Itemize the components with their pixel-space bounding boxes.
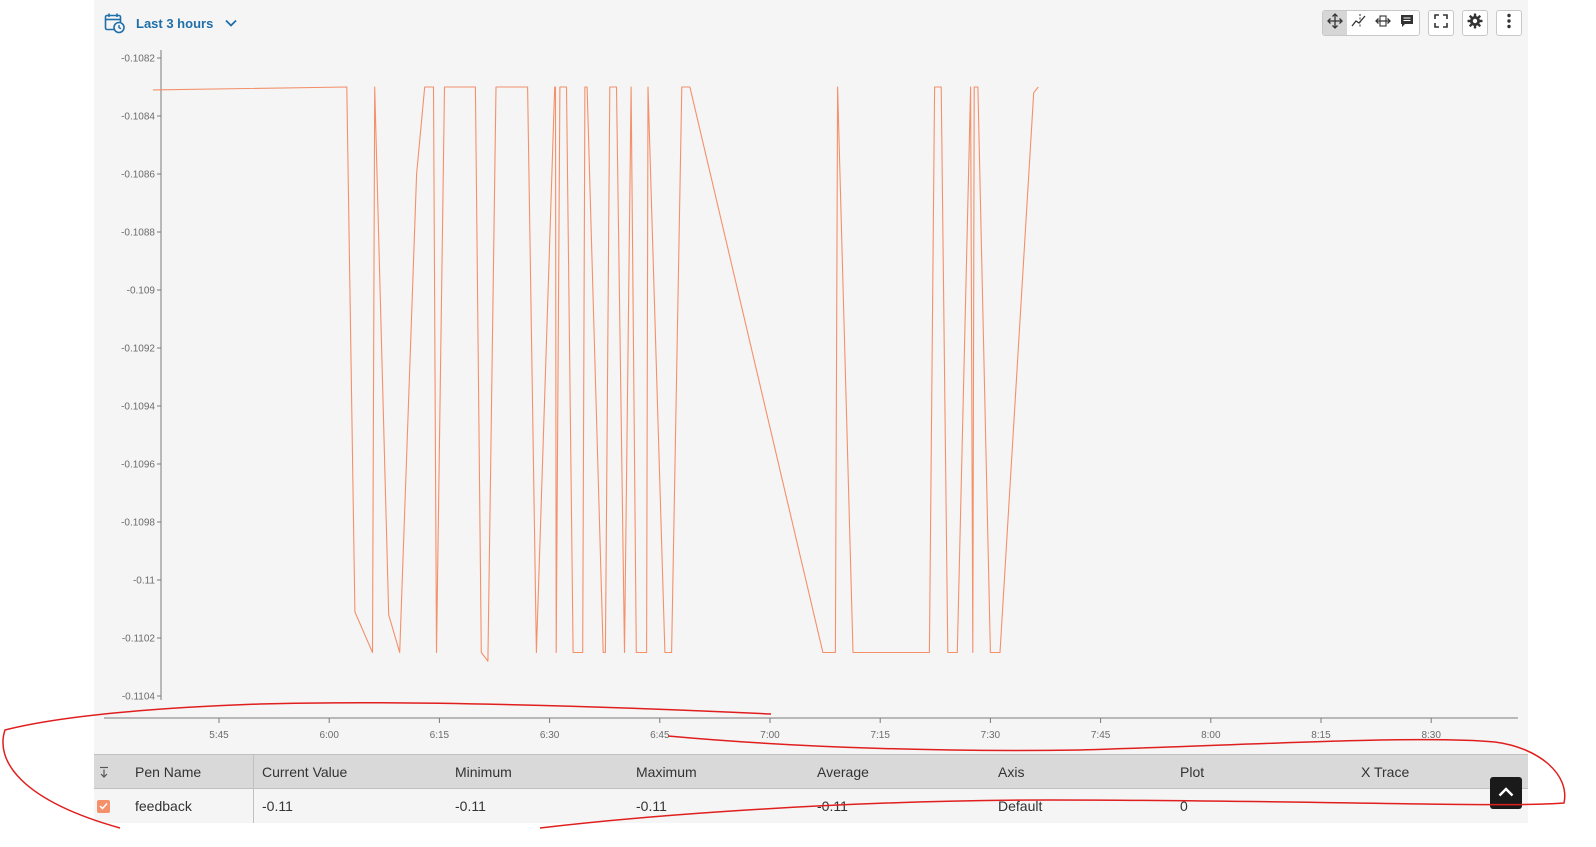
series-line-feedback[interactable] — [152, 86, 1039, 662]
settings-button[interactable] — [1462, 10, 1488, 36]
x-tick-label: 8:00 — [1201, 730, 1221, 741]
y-tick-label: -0.11 — [133, 576, 155, 587]
pan-tool-button[interactable] — [1323, 11, 1347, 35]
average-cell: -0.11 — [817, 798, 848, 814]
pen-name-cell: feedback — [135, 798, 192, 814]
column-separator — [253, 789, 254, 823]
x-tick-label: 6:15 — [430, 730, 450, 741]
x-tick-label: 7:15 — [870, 730, 890, 741]
maximum-cell: -0.11 — [636, 798, 667, 814]
pen-visible-checkbox[interactable] — [97, 789, 110, 823]
more-vertical-icon — [1507, 13, 1511, 34]
col-header-axis[interactable]: Axis — [998, 763, 1025, 780]
x-tick-label: 6:45 — [650, 730, 670, 741]
x-axis: 5:45 6:00 6:15 6:30 6:45 7:00 7:15 7:30 7:45 8:00… — [104, 717, 1518, 741]
fullscreen-button[interactable] — [1428, 10, 1454, 36]
y-tick-label: -0.1096 — [121, 460, 155, 471]
x-tick-label: 7:30 — [981, 730, 1001, 741]
y-tick-label: -0.1084 — [121, 112, 155, 123]
x-tick-label: 7:00 — [760, 730, 780, 741]
trend-chart[interactable]: -0.1082 -0.1084 -0.1086 -0.1088 -0.109 -0.109… — [0, 0, 1596, 750]
col-header-maximum[interactable]: Maximum — [636, 763, 697, 780]
pan-icon — [1327, 12, 1343, 34]
pen-table-header: Pen Name Current Value Minimum Maximum A… — [94, 754, 1528, 789]
col-header-x-trace[interactable]: X Trace — [1361, 763, 1410, 780]
date-range-selector[interactable]: Last 3 hours — [104, 10, 237, 36]
plot-area[interactable] — [152, 86, 1039, 662]
x-tick-label: 7:45 — [1091, 730, 1111, 741]
col-header-minimum[interactable]: Minimum — [455, 763, 512, 780]
chevron-up-icon — [1498, 784, 1514, 802]
y-tick-label: -0.1102 — [122, 634, 156, 645]
y-axis: -0.1082 -0.1084 -0.1086 -0.1088 -0.109 -0.109… — [121, 50, 162, 703]
annotation-icon — [1399, 13, 1415, 34]
calendar-clock-icon — [104, 12, 126, 34]
y-tick-label: -0.1104 — [122, 692, 156, 703]
col-header-plot[interactable]: Plot — [1180, 763, 1205, 780]
zoom-x-tool-button[interactable] — [1371, 11, 1395, 35]
chart-toolbar — [1322, 10, 1522, 36]
scroll-to-top-button[interactable] — [1490, 777, 1522, 809]
y-tick-label: -0.1098 — [121, 518, 155, 529]
gear-icon — [1467, 13, 1483, 34]
x-tick-label: 6:00 — [319, 730, 339, 741]
x-tick-label: 5:45 — [209, 730, 229, 741]
x-trace-tool-button[interactable] — [1347, 11, 1371, 35]
y-tick-label: -0.1088 — [121, 228, 155, 239]
chevron-down-icon — [225, 19, 237, 27]
more-options-button[interactable] — [1496, 10, 1522, 36]
x-tick-label: 8:15 — [1311, 730, 1331, 741]
date-range-label: Last 3 hours — [136, 15, 214, 31]
pen-table: Pen Name Current Value Minimum Maximum A… — [94, 754, 1528, 823]
annotation-tool-button[interactable] — [1395, 11, 1419, 35]
col-header-current-value[interactable]: Current Value — [262, 763, 348, 780]
minimum-cell: -0.11 — [455, 798, 486, 814]
checkmark-icon — [97, 799, 110, 813]
y-tick-label: -0.1094 — [121, 402, 155, 413]
x-tick-label: 8:30 — [1421, 730, 1441, 741]
interaction-mode-group — [1322, 10, 1420, 36]
col-header-average[interactable]: Average — [817, 763, 869, 780]
x-tick-label: 6:30 — [540, 730, 560, 741]
axis-cell[interactable]: Default — [998, 798, 1043, 814]
plot-cell[interactable]: 0 — [1180, 798, 1188, 814]
table-row[interactable]: feedback -0.11 -0.11 -0.11 -0.11 Default… — [94, 789, 1528, 823]
sort-arrow-icon[interactable] — [99, 755, 109, 788]
y-tick-label: -0.109 — [127, 286, 156, 297]
chart-panel — [94, 0, 1528, 822]
zoom-x-icon — [1375, 13, 1391, 34]
x-trace-icon — [1351, 13, 1367, 34]
column-separator — [253, 755, 254, 788]
col-header-pen-name[interactable]: Pen Name — [135, 763, 202, 780]
fullscreen-icon — [1434, 13, 1448, 33]
y-tick-label: -0.1092 — [121, 344, 155, 355]
y-tick-label: -0.1082 — [121, 54, 155, 65]
current-value-cell: -0.11 — [262, 798, 293, 814]
y-tick-label: -0.1086 — [121, 170, 155, 181]
